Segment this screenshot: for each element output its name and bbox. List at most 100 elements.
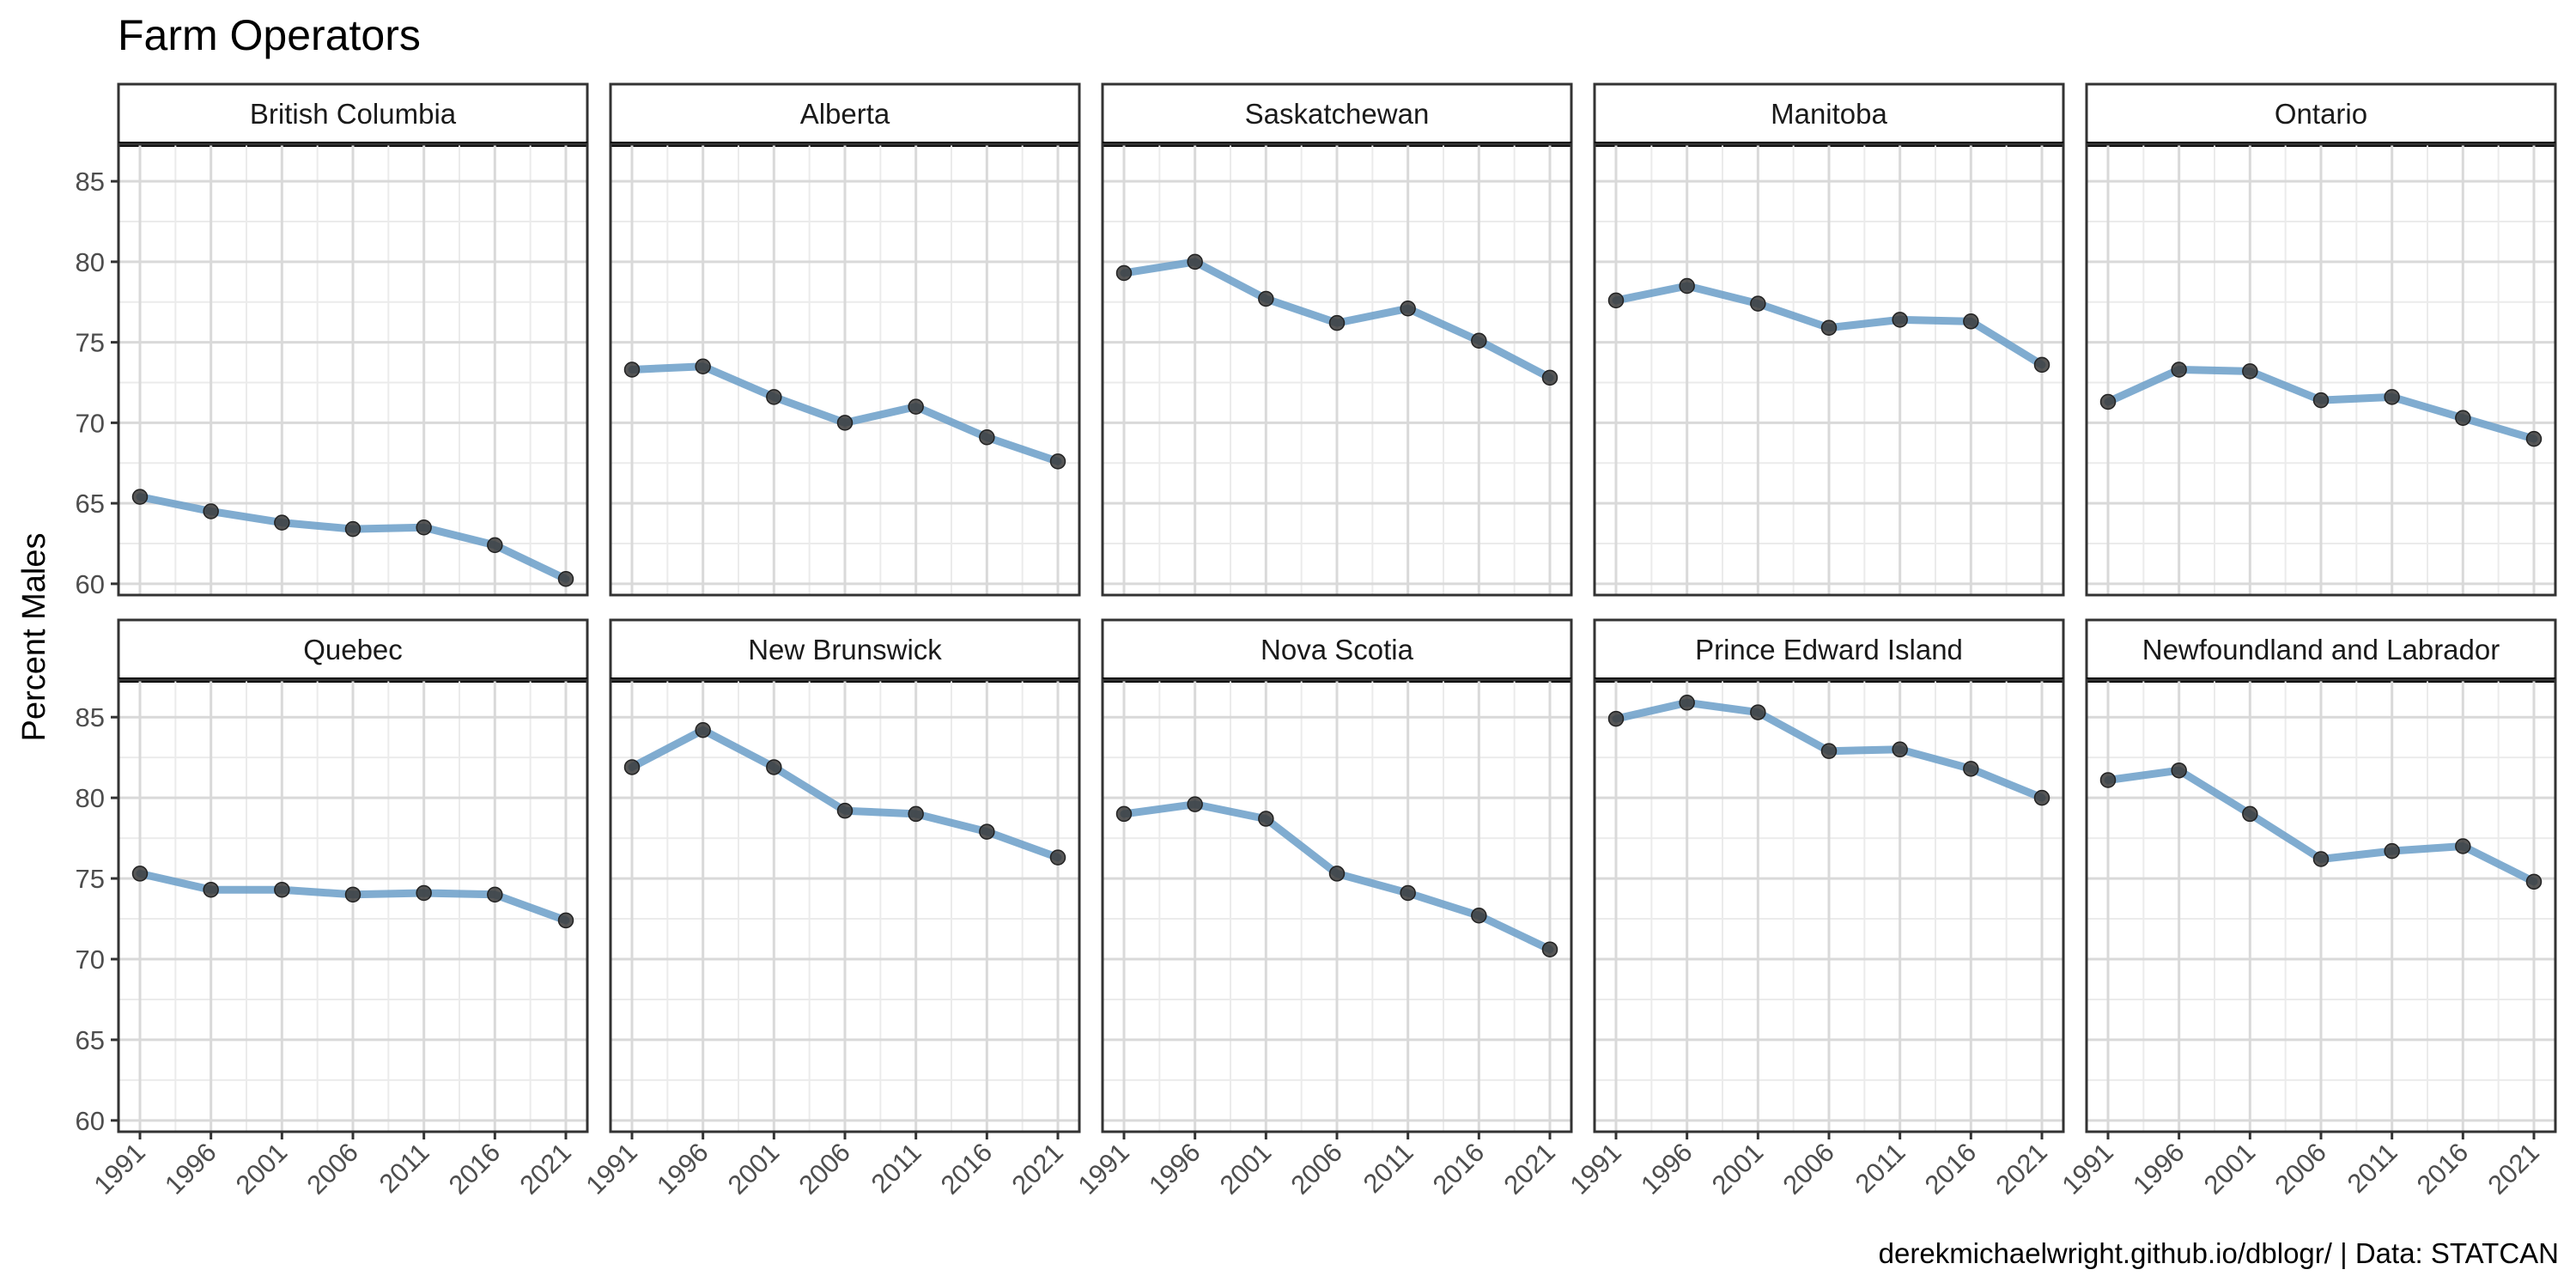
data-point: [1541, 941, 1558, 957]
facet-strip-label: Alberta: [800, 98, 890, 130]
data-point: [979, 429, 995, 446]
x-tick-label: 1996: [159, 1137, 222, 1200]
x-tick-label: 2011: [374, 1137, 435, 1199]
data-point: [1892, 741, 1908, 758]
x-tick-label: 2006: [793, 1137, 856, 1200]
y-tick-label: 85: [76, 167, 105, 197]
panel-border: [1101, 143, 1573, 597]
y-tick-label: 75: [76, 864, 105, 894]
data-point: [1400, 884, 1416, 902]
data-point: [623, 361, 641, 378]
data-point: [487, 537, 503, 554]
data-point: [836, 415, 854, 431]
x-tick-label: 2011: [2342, 1137, 2403, 1199]
facet-strip: [117, 82, 589, 146]
x-tick-label: 2021: [2482, 1137, 2545, 1200]
x-tick-label: 2011: [1850, 1137, 1911, 1199]
y-tick-label: 65: [76, 1025, 105, 1055]
x-tick-label: 2006: [1285, 1137, 1348, 1200]
data-point: [2099, 772, 2117, 788]
data-point: [2384, 389, 2400, 405]
chart-title: Farm Operators: [118, 11, 421, 59]
chart-caption: derekmichaelwright.github.io/dblogr/ | D…: [1879, 1237, 2559, 1269]
data-point: [557, 912, 574, 929]
x-tick-label: 1991: [2056, 1137, 2119, 1200]
x-tick-label: 1996: [2127, 1137, 2190, 1200]
facet-strip-label: Nova Scotia: [1261, 634, 1414, 665]
x-tick-label: 2016: [443, 1137, 507, 1200]
data-point: [1049, 453, 1066, 470]
data-point: [2171, 361, 2187, 378]
data-point: [2312, 392, 2330, 409]
facet-panel: Prince Edward Island 1991 1996 2001 2006 2011…: [1564, 618, 2065, 1200]
data-point: [1258, 811, 1274, 827]
x-tick-label: 2021: [1498, 1137, 1561, 1200]
x-tick-label: 1996: [1635, 1137, 1698, 1200]
data-point: [695, 358, 711, 374]
facet-strip: [1101, 618, 1573, 682]
data-point: [416, 884, 432, 902]
facet-strip-label: Newfoundland and Labrador: [2142, 634, 2500, 665]
data-point: [908, 805, 924, 823]
data-point: [2384, 842, 2400, 860]
data-point: [1400, 301, 1416, 317]
panel-border: [117, 143, 589, 597]
data-point: [1750, 295, 1766, 312]
y-tick-label: 60: [76, 1106, 105, 1136]
x-tick-label: 1996: [1143, 1137, 1206, 1200]
data-point: [1892, 312, 1908, 328]
data-point: [1471, 908, 1487, 924]
data-point: [487, 886, 503, 903]
x-tick-label: 2006: [2269, 1137, 2332, 1200]
x-tick-label: 2001: [230, 1137, 294, 1200]
x-tick-label: 2001: [2198, 1137, 2262, 1200]
data-point: [344, 520, 361, 538]
data-point: [695, 721, 711, 738]
data-point: [1471, 332, 1487, 349]
x-tick-label: 1996: [651, 1137, 714, 1200]
panel-border: [2085, 143, 2557, 597]
data-point: [836, 802, 854, 819]
x-tick-label: 2006: [1777, 1137, 1840, 1200]
facet-panel: Newfoundland and Labrador 1991 1996 2001 200…: [2056, 618, 2557, 1200]
data-point: [2171, 762, 2187, 779]
x-tick-label: 1991: [1072, 1137, 1135, 1200]
data-point: [416, 519, 432, 536]
data-point: [2525, 430, 2543, 447]
y-tick-label: 60: [76, 569, 105, 599]
data-point: [1328, 314, 1346, 331]
facet-strip: [609, 82, 1081, 146]
facet-strip-label: Ontario: [2275, 98, 2367, 130]
data-point: [979, 823, 995, 840]
data-point: [1187, 796, 1203, 812]
data-point: [2099, 393, 2117, 410]
x-tick-label: 2001: [722, 1137, 786, 1200]
facet-strip-label: Manitoba: [1771, 98, 1887, 130]
data-point: [344, 886, 361, 903]
y-tick-label: 75: [76, 328, 105, 358]
y-tick-label: 70: [76, 945, 105, 975]
data-point: [1679, 277, 1695, 295]
facet-panel: Manitoba: [1593, 82, 2065, 597]
facet-panel: Saskatchewan: [1101, 82, 1573, 597]
data-point: [1328, 866, 1346, 882]
data-point: [908, 398, 924, 415]
data-point: [203, 881, 219, 898]
data-point: [557, 571, 574, 587]
x-tick-label: 2006: [301, 1137, 364, 1200]
data-point: [1115, 805, 1133, 823]
data-point: [766, 389, 782, 405]
facet-strip-label: Prince Edward Island: [1695, 634, 1963, 665]
y-axis-title: Percent Males: [16, 533, 52, 742]
data-point: [766, 759, 782, 775]
data-point: [274, 514, 290, 531]
facet-strip: [1593, 82, 2065, 146]
x-tick-label: 1991: [1564, 1137, 1627, 1200]
data-point: [2455, 410, 2471, 426]
y-tick-label: 80: [76, 783, 105, 813]
data-point: [1607, 710, 1625, 727]
data-point: [203, 503, 219, 519]
data-point: [1049, 849, 1066, 866]
data-point: [2525, 873, 2543, 890]
